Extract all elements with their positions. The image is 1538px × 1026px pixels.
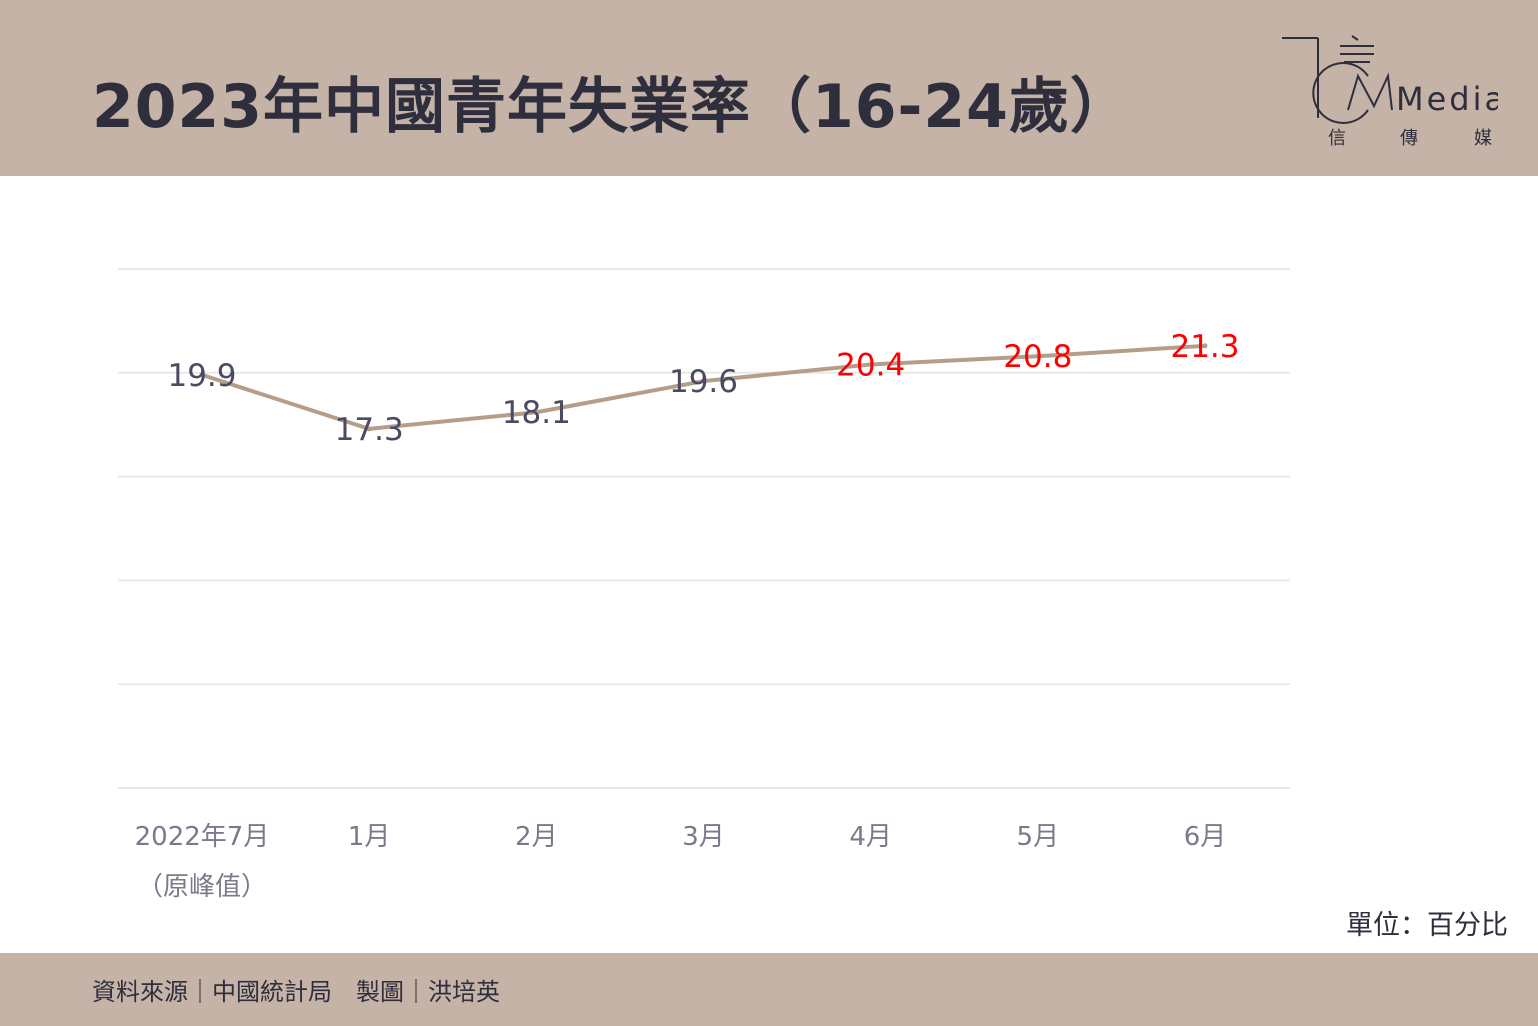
unit-label: 單位：百分比: [1346, 910, 1508, 941]
data-label: 20.4: [836, 347, 905, 383]
logo-media-text: Media: [1396, 80, 1498, 118]
data-label: 21.3: [1170, 329, 1239, 365]
x-tick-label: 2022年7月: [135, 822, 270, 852]
logo-sub-1: 信: [1328, 128, 1346, 149]
logo-sub-3: 媒: [1474, 128, 1492, 149]
x-tick-label: 6月: [1184, 822, 1227, 852]
source-credit: 資料來源｜中國統計局 製圖｜洪培英: [92, 978, 500, 1006]
data-label: 20.8: [1003, 339, 1072, 375]
data-point: [1035, 353, 1041, 359]
data-label: 18.1: [502, 395, 571, 431]
line-chart: 19.9 17.3 18.1 19.6 20.4 20.8 21.3 2022年7月 （原峰值）…: [118, 268, 1290, 902]
header-band: [0, 0, 1538, 176]
data-point: [868, 361, 874, 367]
data-point: [199, 372, 205, 378]
x-tick-label: 3月: [682, 822, 725, 852]
data-label: 19.6: [669, 364, 738, 400]
x-tick-label: 1月: [348, 822, 391, 852]
data-point: [1202, 343, 1208, 349]
media-logo: Media 信 傳 媒: [1282, 35, 1498, 149]
x-tick-label: 5月: [1017, 822, 1060, 852]
data-label: 17.3: [335, 412, 404, 448]
data-point: [701, 378, 706, 384]
logo-sub-2: 傳: [1400, 128, 1418, 149]
x-tick-label: 4月: [849, 822, 892, 852]
x-tick-label: 2月: [515, 822, 558, 852]
data-label: 19.9: [167, 358, 236, 394]
data-point: [366, 426, 372, 432]
x-tick-sublabel: （原峰值）: [137, 872, 267, 902]
page-title: 2023年中國青年失業率（16-24歲）: [92, 72, 1131, 142]
footer-band: [0, 953, 1538, 1026]
data-point: [533, 409, 539, 415]
